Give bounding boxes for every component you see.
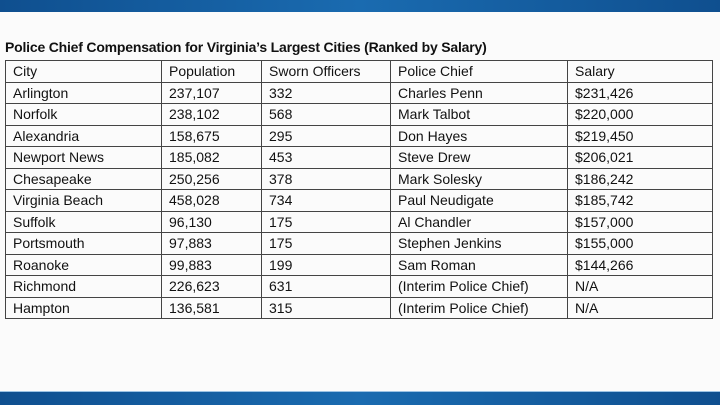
compensation-table: City Population Sworn Officers Police Chief… [5, 60, 713, 319]
cell-police-chief: Paul Neudigate [390, 189, 568, 212]
table-row: Richmond 226,623 631 (Interim Police Chief)… [5, 275, 713, 298]
cell-police-chief: Mark Solesky [390, 167, 568, 190]
bottom-blue-band [0, 391, 720, 405]
cell-population: 185,082 [161, 146, 262, 169]
cell-population: 158,675 [161, 124, 262, 147]
cell-police-chief: Al Chandler [390, 210, 568, 233]
table-row: Roanoke 99,883 199 Sam Roman $144,266 [5, 253, 713, 276]
table-row: Alexandria 158,675 295 Don Hayes $219,450 [5, 124, 713, 147]
cell-city: Suffolk [5, 210, 162, 233]
cell-sworn-officers: 734 [261, 189, 391, 212]
header-police-chief: Police Chief [390, 60, 568, 83]
cell-population: 238,102 [161, 103, 262, 126]
cell-sworn-officers: 453 [261, 146, 391, 169]
cell-salary: $185,742 [567, 189, 713, 212]
cell-city: Chesapeake [5, 167, 162, 190]
cell-sworn-officers: 175 [261, 210, 391, 233]
cell-salary: $219,450 [567, 124, 713, 147]
cell-population: 99,883 [161, 253, 262, 276]
cell-city: Portsmouth [5, 232, 162, 255]
cell-police-chief: Sam Roman [390, 253, 568, 276]
header-sworn-officers: Sworn Officers [261, 60, 391, 83]
table-row: Chesapeake 250,256 378 Mark Solesky $186,242 [5, 167, 713, 190]
cell-city: Newport News [5, 146, 162, 169]
cell-salary: $144,266 [567, 253, 713, 276]
cell-salary: $231,426 [567, 81, 713, 104]
cell-sworn-officers: 332 [261, 81, 391, 104]
cell-sworn-officers: 315 [261, 296, 391, 319]
header-population: Population [161, 60, 262, 83]
cell-population: 96,130 [161, 210, 262, 233]
cell-salary: $220,000 [567, 103, 713, 126]
table-row: Virginia Beach 458,028 734 Paul Neudigate $1… [5, 189, 713, 212]
cell-salary: N/A [567, 275, 713, 298]
cell-salary: $155,000 [567, 232, 713, 255]
table-row: Arlington 237,107 332 Charles Penn $231,426 [5, 81, 713, 104]
cell-city: Arlington [5, 81, 162, 104]
cell-population: 458,028 [161, 189, 262, 212]
cell-police-chief: (Interim Police Chief) [390, 296, 568, 319]
cell-police-chief: Steve Drew [390, 146, 568, 169]
cell-city: Roanoke [5, 253, 162, 276]
cell-population: 226,623 [161, 275, 262, 298]
table-row: Hampton 136,581 315 (Interim Police Chief) N… [5, 296, 713, 319]
table-row: Suffolk 96,130 175 Al Chandler $157,000 [5, 210, 713, 233]
cell-population: 136,581 [161, 296, 262, 319]
cell-sworn-officers: 295 [261, 124, 391, 147]
cell-police-chief: Charles Penn [390, 81, 568, 104]
cell-sworn-officers: 378 [261, 167, 391, 190]
cell-city: Alexandria [5, 124, 162, 147]
cell-city: Virginia Beach [5, 189, 162, 212]
cell-police-chief: Mark Talbot [390, 103, 568, 126]
cell-salary: $157,000 [567, 210, 713, 233]
cell-sworn-officers: 199 [261, 253, 391, 276]
table-row: Norfolk 238,102 568 Mark Talbot $220,000 [5, 103, 713, 126]
cell-salary: $186,242 [567, 167, 713, 190]
cell-city: Hampton [5, 296, 162, 319]
cell-city: Richmond [5, 275, 162, 298]
cell-city: Norfolk [5, 103, 162, 126]
cell-sworn-officers: 631 [261, 275, 391, 298]
cell-population: 250,256 [161, 167, 262, 190]
cell-salary: $206,021 [567, 146, 713, 169]
cell-police-chief: (Interim Police Chief) [390, 275, 568, 298]
header-city: City [5, 60, 162, 83]
cell-population: 97,883 [161, 232, 262, 255]
cell-police-chief: Don Hayes [390, 124, 568, 147]
cell-sworn-officers: 175 [261, 232, 391, 255]
cell-population: 237,107 [161, 81, 262, 104]
cell-sworn-officers: 568 [261, 103, 391, 126]
header-row: City Population Sworn Officers Police Chief… [5, 60, 713, 83]
table-title: Police Chief Compensation for Virginia’s… [5, 39, 487, 55]
header-salary: Salary [567, 60, 713, 83]
table-row: Portsmouth 97,883 175 Stephen Jenkins $155,0… [5, 232, 713, 255]
cell-police-chief: Stephen Jenkins [390, 232, 568, 255]
top-blue-band [0, 0, 720, 12]
cell-salary: N/A [567, 296, 713, 319]
table-row: Newport News 185,082 453 Steve Drew $206,021 [5, 146, 713, 169]
